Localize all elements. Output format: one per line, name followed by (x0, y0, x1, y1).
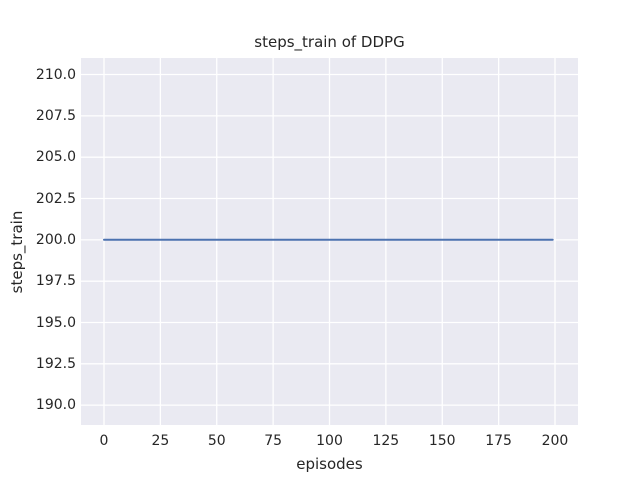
y-tick-label: 190.0 (35, 397, 76, 414)
x-tick-label: 125 (372, 433, 400, 449)
y-tick-label: 202.5 (35, 190, 76, 207)
y-tick-label: 192.5 (35, 355, 76, 372)
plot-canvas (81, 58, 578, 425)
chart-title: steps_train of DDPG (254, 33, 405, 51)
y-tick-label: 207.5 (35, 107, 76, 124)
x-tick-label: 50 (207, 433, 226, 449)
x-tick-label: 175 (485, 433, 512, 449)
y-tick-label: 205.0 (35, 149, 76, 166)
x-axis-label: episodes (296, 455, 363, 473)
plot-area (81, 58, 578, 425)
x-tick-label: 200 (541, 433, 569, 449)
x-tick-label: 150 (428, 433, 456, 449)
y-tick-label: 200.0 (35, 231, 76, 248)
x-tick-label: 25 (151, 433, 170, 449)
y-tick-label: 210.0 (35, 66, 76, 83)
x-tick-label: 0 (99, 433, 109, 449)
x-tick-label: 75 (264, 433, 283, 449)
y-tick-label: 195.0 (35, 314, 76, 331)
y-tick-label: 197.5 (35, 273, 76, 290)
x-tick-label: 100 (316, 433, 343, 449)
